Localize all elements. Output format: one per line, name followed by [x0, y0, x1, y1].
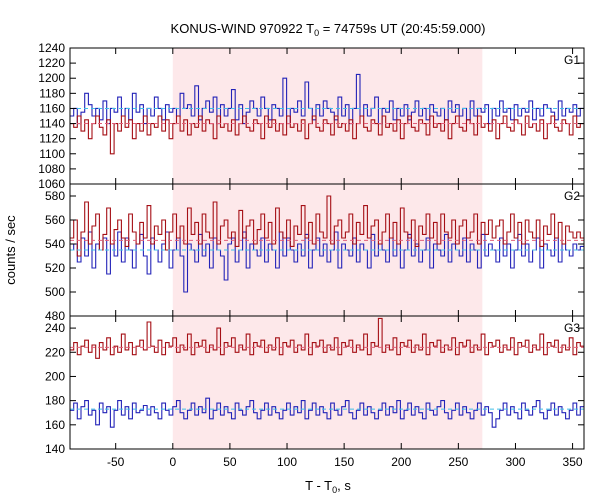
y-tick-label: 480: [45, 309, 65, 323]
title-subscript: 0: [314, 28, 319, 38]
x-tick-label: 200: [391, 455, 411, 469]
x-tick-label: 350: [563, 455, 583, 469]
y-tick-label: 560: [45, 213, 65, 227]
y-tick-label: 520: [45, 261, 65, 275]
x-tick-label: 50: [223, 455, 237, 469]
y-tick-label: 200: [45, 369, 65, 383]
highlight-interval: [172, 316, 483, 449]
y-tick-label: 1180: [39, 86, 65, 100]
series-red-g3: [70, 317, 584, 359]
x-tick-label: -50: [107, 455, 125, 469]
x-axis-label: T - T0, s: [305, 478, 351, 495]
y-tick-label: 1160: [39, 101, 65, 115]
y-tick-label: 240: [45, 321, 65, 335]
y-tick-label: 1080: [38, 162, 65, 176]
y-tick-label: 540: [45, 237, 65, 251]
series-red-g2: [70, 195, 584, 257]
series-red-g1: [70, 115, 584, 155]
panel-label-g3: G3: [564, 321, 580, 335]
chart-title: KONUS-WIND 970922 T0 = 74759s UT (20:45:…: [171, 21, 486, 38]
y-tick-label: 1140: [39, 117, 65, 131]
y-tick-label: 160: [45, 418, 65, 432]
x-tick-label: 150: [334, 455, 354, 469]
x-tick-label: 100: [277, 455, 297, 469]
y-tick-label: 580: [45, 189, 65, 203]
xlabel-main: T - T: [305, 478, 332, 493]
series-blue-g1: [70, 73, 584, 125]
panel-frame: [69, 315, 585, 450]
panel-label-g2: G2: [564, 189, 580, 203]
panel-g3: 140 160 180 200 220 240 G3: [45, 315, 585, 456]
y-tick-label: 500: [45, 285, 65, 299]
title-main: KONUS-WIND 970922 T: [171, 21, 315, 36]
y-tick-label: 1240: [38, 41, 65, 55]
y-axis-label: counts / sec: [3, 215, 18, 285]
y-tick-label: 1200: [38, 71, 65, 85]
y-tick-label: 1100: [39, 147, 65, 161]
xlabel-rest: , s: [337, 478, 351, 493]
panel-label-g1: G1: [564, 53, 580, 67]
series-blue-g3: [70, 397, 584, 428]
title-rest: = 74759s UT (20:45:59.000): [319, 21, 485, 36]
x-tick-label: 250: [448, 455, 468, 469]
x-tick-label: 0: [169, 455, 176, 469]
x-tick-label: 300: [505, 455, 525, 469]
y-tick-label: 180: [45, 394, 65, 408]
xlabel-subscript: 0: [332, 485, 337, 495]
y-tick-label: 1120: [39, 132, 65, 146]
y-tick-label: 1220: [38, 56, 65, 70]
y-tick-label: 140: [45, 442, 65, 456]
panel-g2: 480 500 520 540 560 580 G2: [45, 183, 585, 323]
y-tick-label: 220: [45, 345, 65, 359]
y-tick-label: 1060: [38, 177, 65, 191]
